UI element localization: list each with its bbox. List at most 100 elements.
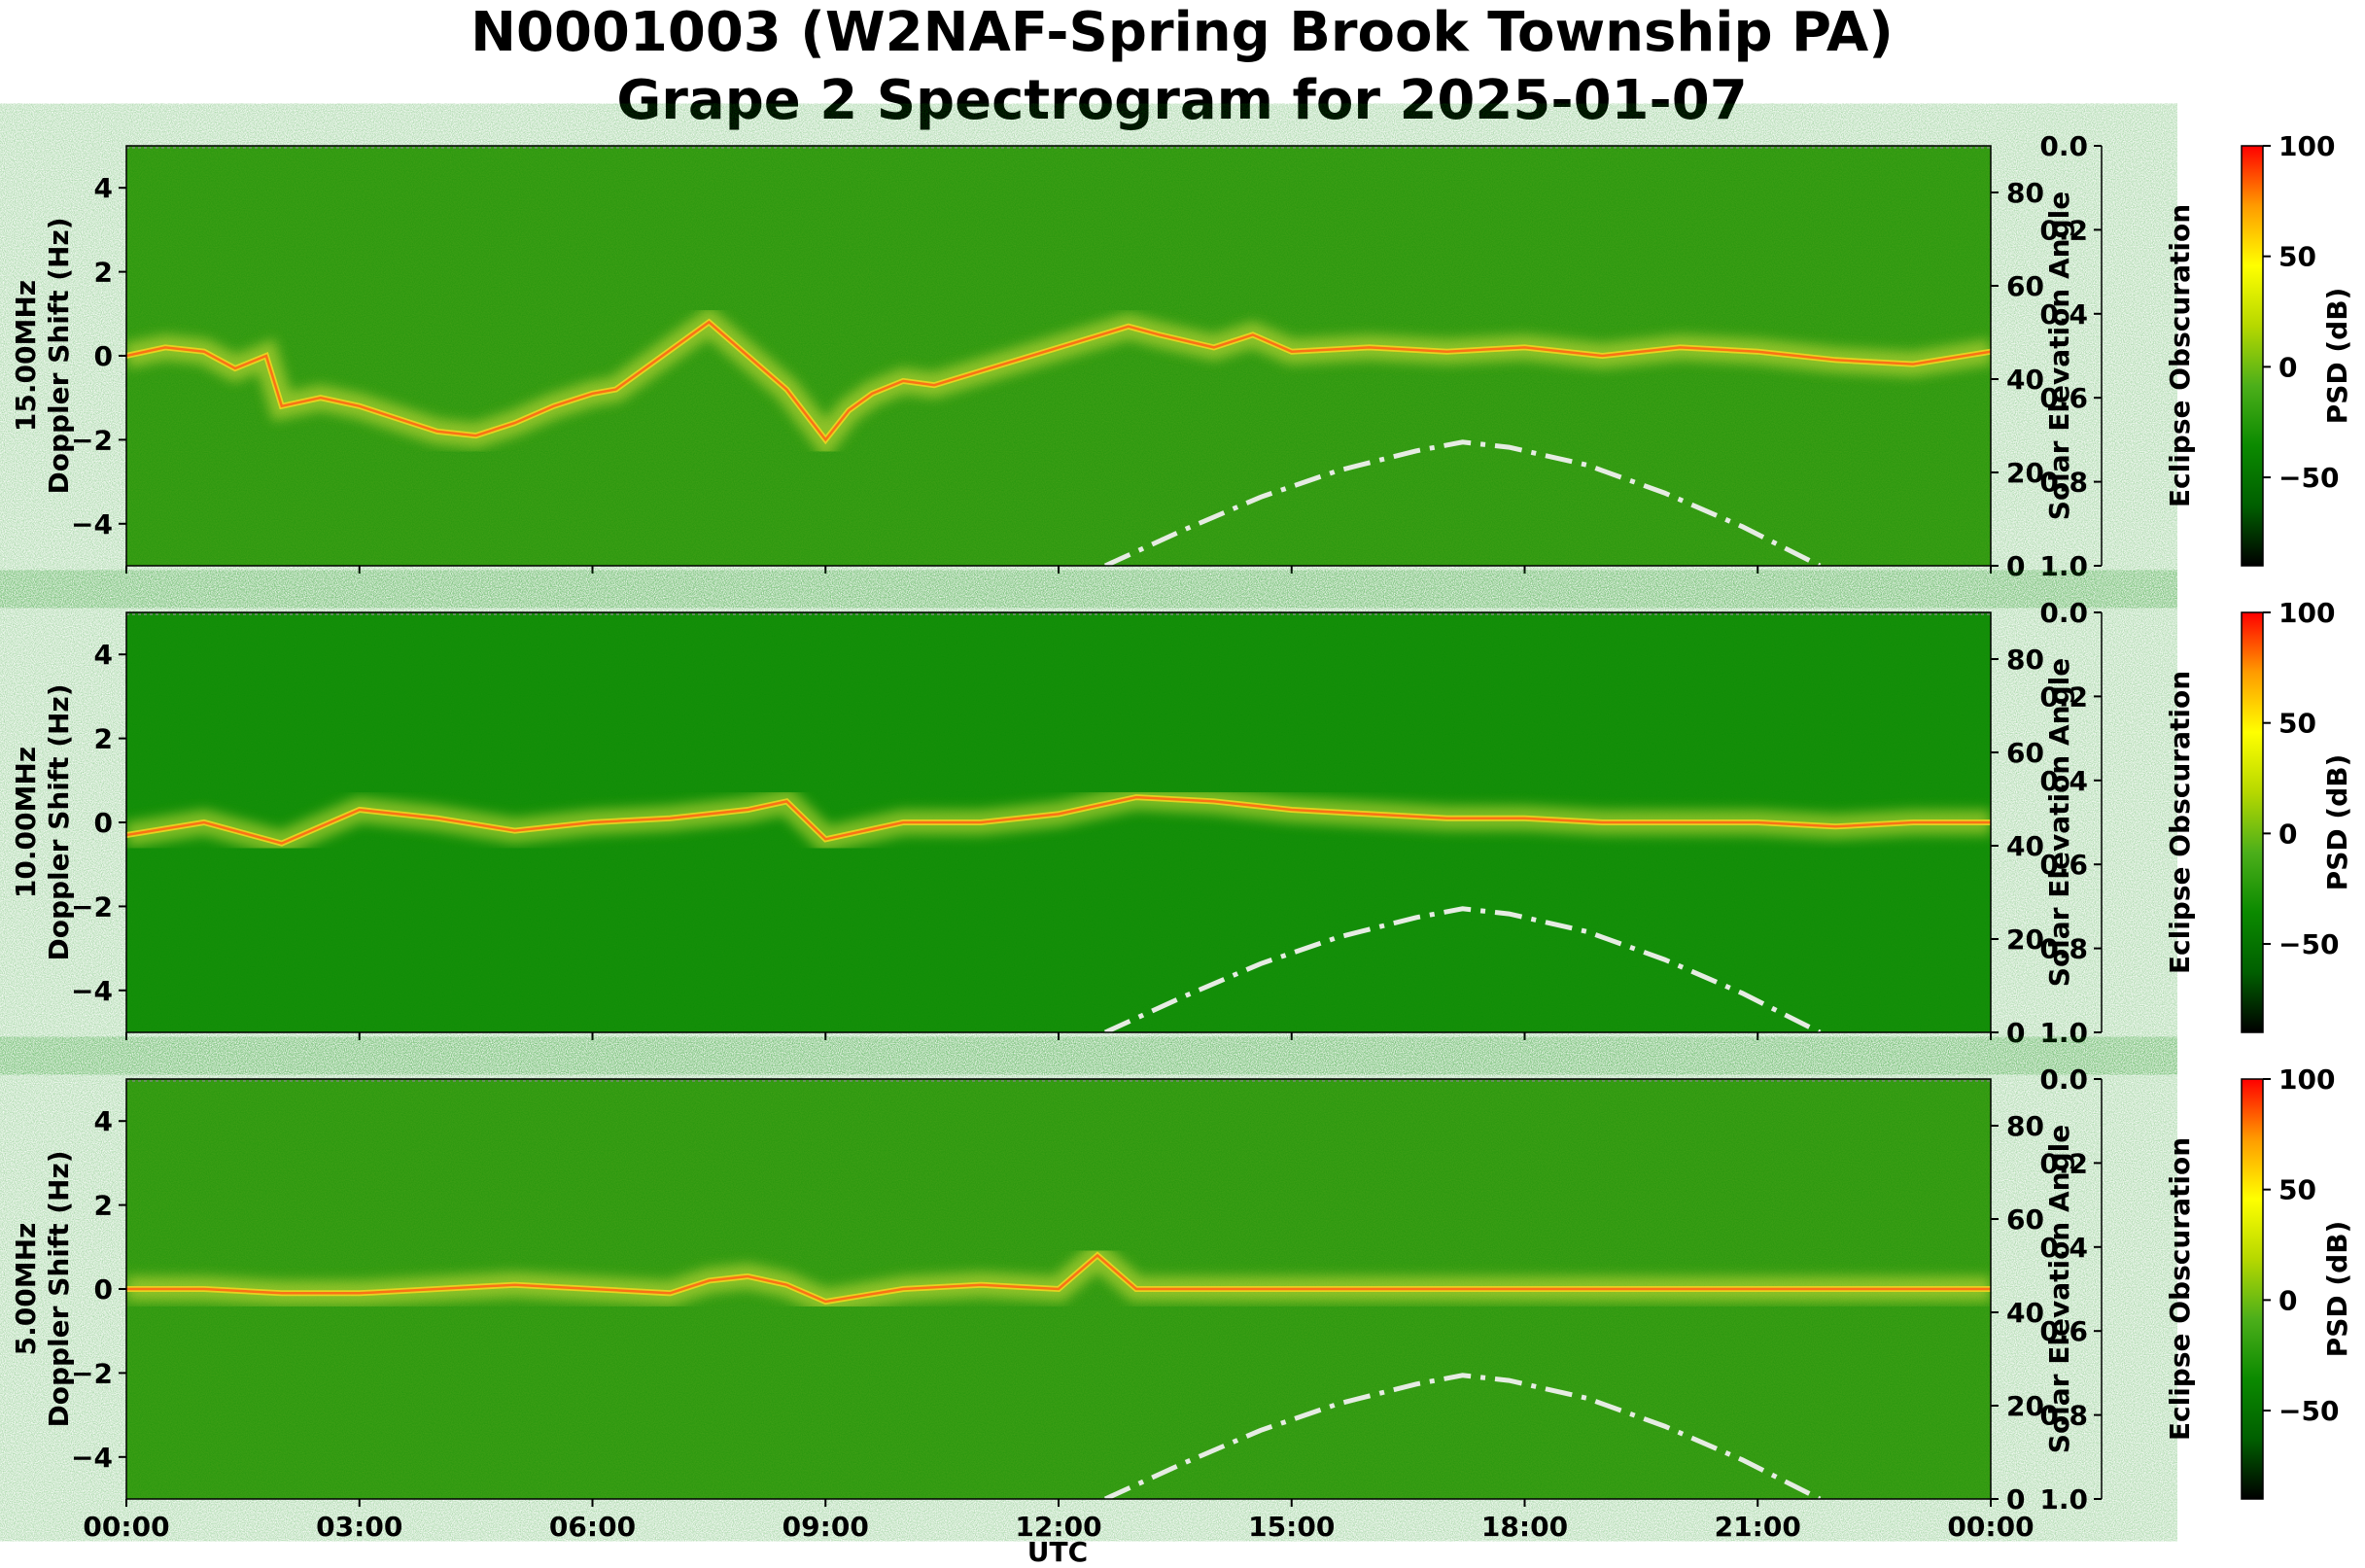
y-axis-label: 10.00MHzDoppler Shift (Hz) (10, 683, 75, 960)
y-tick-label: −4 (71, 975, 113, 1007)
chart-subtitle: Grape 2 Spectrogram for 2025-01-07 (616, 69, 1747, 132)
solar-axis-label: Solar Elevation Angle (2043, 658, 2075, 987)
solar-elevation-curve (1103, 1373, 1822, 1499)
colorbar-tick-label: 50 (2278, 1174, 2316, 1206)
solar-tick-label: 60 (2006, 1203, 2044, 1236)
colorbar-tick-label: −50 (2278, 1395, 2339, 1427)
y-tick-label: 4 (94, 639, 113, 671)
eclipse-tick-label: 1.0 (2039, 1483, 2088, 1516)
doppler-label: Doppler Shift (Hz) (43, 683, 75, 960)
x-tick-label: 06:00 (549, 1511, 636, 1543)
colorbar-label: PSD (dB) (2321, 754, 2353, 891)
y-tick-label: 4 (94, 172, 113, 204)
y-tick-label: 4 (94, 1105, 113, 1137)
eclipse-tick-label: 0.2 (2039, 214, 2088, 246)
y-tick-label: 0 (94, 1273, 113, 1306)
solar-tick-label: 0 (2006, 1483, 2025, 1516)
frequency-label: 5.00MHz (10, 1223, 42, 1356)
colorbar (2241, 1078, 2264, 1500)
solar-elevation-curve (1103, 906, 1822, 1032)
colorbar-tick-label: 0 (2278, 351, 2297, 383)
colorbar-tick-label: 0 (2278, 1284, 2297, 1316)
signal-core (126, 320, 1991, 442)
panel-5-00MHz: 420−2−45.00MHzDoppler Shift (Hz)80604020… (10, 1063, 2353, 1543)
colorbar-tick-label: 50 (2278, 708, 2316, 740)
eclipse-tick-label: 0.0 (2039, 1063, 2088, 1096)
colorbar-tick-label: 100 (2278, 597, 2335, 629)
y-tick-label: −4 (71, 1442, 113, 1474)
x-tick-label: 12:00 (1015, 1511, 1101, 1543)
solar-tick-label: 0 (2006, 550, 2025, 582)
eclipse-tick-label: 0.6 (2039, 1315, 2088, 1347)
x-tick-label: 09:00 (783, 1511, 869, 1543)
x-tick-label: 21:00 (1715, 1511, 1801, 1543)
x-tick-label: 00:00 (1947, 1511, 2034, 1543)
colorbar-tick-label: 100 (2278, 130, 2335, 162)
colorbar (2241, 145, 2264, 567)
eclipse-tick-label: 1.0 (2039, 1017, 2088, 1049)
doppler-label: Doppler Shift (Hz) (43, 1150, 75, 1427)
doppler-label: Doppler Shift (Hz) (43, 217, 75, 494)
y-axis-label: 5.00MHzDoppler Shift (Hz) (10, 1150, 75, 1427)
solar-tick-label: 60 (2006, 737, 2044, 769)
solar-tick-label: 40 (2006, 364, 2044, 396)
colorbar (2241, 611, 2264, 1033)
x-tick-label: 00:00 (83, 1511, 169, 1543)
y-tick-label: −2 (71, 424, 113, 456)
solar-tick-label: 80 (2006, 177, 2044, 209)
y-tick-label: −2 (71, 890, 113, 923)
eclipse-tick-label: 0.8 (2039, 1400, 2088, 1432)
y-axis-label: 15.00MHzDoppler Shift (Hz) (10, 217, 75, 494)
x-axis-label: UTC (1027, 1536, 1088, 1568)
eclipse-tick-label: 0.2 (2039, 1147, 2088, 1179)
x-tick-label: 03:00 (316, 1511, 402, 1543)
colorbar-tick-label: 100 (2278, 1063, 2335, 1096)
solar-elevation-curve (1103, 439, 1822, 566)
trace-group (126, 784, 1991, 857)
solar-tick-label: 80 (2006, 1110, 2044, 1142)
eclipse-tick-label: 0.6 (2039, 849, 2088, 881)
signal-core (126, 795, 1991, 845)
solar-tick-label: 0 (2006, 1017, 2025, 1049)
x-tick-label: 15:00 (1248, 1511, 1335, 1543)
frequency-label: 15.00MHz (10, 280, 42, 432)
eclipse-tick-label: 1.0 (2039, 550, 2088, 582)
eclipse-tick-label: 0.8 (2039, 933, 2088, 965)
solar-tick-label: 20 (2006, 1390, 2044, 1422)
eclipse-tick-label: 0.4 (2039, 765, 2088, 797)
y-tick-label: 0 (94, 340, 113, 372)
solar-tick-label: 40 (2006, 830, 2044, 862)
solar-tick-label: 20 (2006, 457, 2044, 489)
eclipse-axis-label: Eclipse Obscuration (2164, 671, 2196, 974)
colorbar-tick-label: −50 (2278, 928, 2339, 960)
eclipse-tick-label: 0.8 (2039, 467, 2088, 499)
chart-title: N0001003 (W2NAF-Spring Brook Township PA… (470, 1, 1894, 64)
y-tick-label: 2 (94, 1190, 113, 1222)
solar-tick-label: 80 (2006, 644, 2044, 676)
eclipse-tick-label: 0.6 (2039, 382, 2088, 414)
colorbar-tick-label: −50 (2278, 462, 2339, 494)
eclipse-tick-label: 0.4 (2039, 1232, 2088, 1264)
y-tick-label: 2 (94, 723, 113, 755)
solar-axis-label: Solar Elevation Angle (2043, 192, 2075, 520)
solar-tick-label: 20 (2006, 923, 2044, 956)
solar-tick-label: 40 (2006, 1297, 2044, 1329)
solar-tick-label: 60 (2006, 270, 2044, 302)
y-tick-label: −2 (71, 1357, 113, 1389)
eclipse-tick-label: 0.0 (2039, 597, 2088, 629)
solar-axis-label: Solar Elevation Angle (2043, 1125, 2075, 1453)
colorbar-label: PSD (dB) (2321, 288, 2353, 425)
eclipse-tick-label: 0.4 (2039, 298, 2088, 331)
frequency-label: 10.00MHz (10, 747, 42, 898)
colorbar-label: PSD (dB) (2321, 1221, 2353, 1358)
panel-10-00MHz: 420−2−410.00MHzDoppler Shift (Hz)8060402… (10, 597, 2353, 1049)
panels: 420−2−415.00MHzDoppler Shift (Hz)8060402… (10, 130, 2353, 1543)
y-tick-label: −4 (71, 508, 113, 540)
eclipse-axis-label: Eclipse Obscuration (2164, 1137, 2196, 1441)
panel-15-00MHz: 420−2−415.00MHzDoppler Shift (Hz)8060402… (10, 130, 2353, 582)
x-tick-label: 18:00 (1481, 1511, 1568, 1543)
signal-core (126, 1253, 1991, 1304)
eclipse-tick-label: 0.0 (2039, 130, 2088, 162)
y-tick-label: 2 (94, 257, 113, 289)
